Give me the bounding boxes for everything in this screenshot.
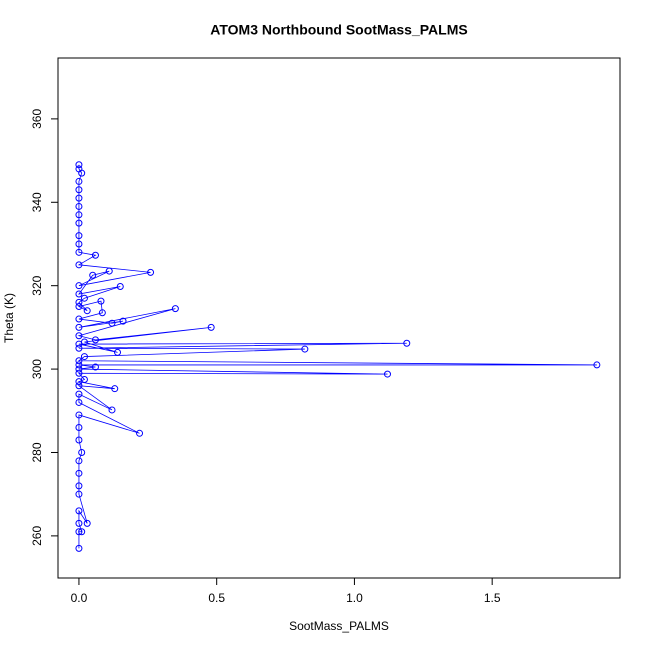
point — [83, 307, 91, 315]
point — [75, 457, 83, 465]
point — [75, 344, 83, 352]
point — [75, 423, 83, 431]
point — [119, 317, 127, 325]
point — [75, 528, 83, 536]
point — [75, 411, 83, 419]
point — [75, 398, 83, 406]
point — [75, 357, 83, 365]
point — [75, 332, 83, 340]
point — [78, 448, 86, 456]
point — [75, 261, 83, 269]
point — [403, 339, 411, 347]
point — [136, 429, 144, 437]
chart-title: ATOM3 Northbound SootMass_PALMS — [210, 22, 467, 38]
series-line — [77, 164, 597, 549]
point — [75, 390, 83, 398]
point — [91, 363, 99, 371]
point — [80, 294, 88, 302]
point — [108, 406, 116, 414]
point — [75, 436, 83, 444]
point — [105, 267, 113, 275]
point — [171, 305, 179, 313]
y-axis-label: Theta (K) — [2, 293, 16, 343]
y-tick-label: 340 — [30, 192, 44, 212]
x-tick-label: 1.5 — [484, 591, 501, 605]
point — [75, 202, 83, 210]
point — [97, 297, 105, 305]
point — [75, 240, 83, 248]
point — [108, 319, 116, 327]
y-tick-label: 360 — [30, 109, 44, 129]
point — [75, 323, 83, 331]
point — [75, 544, 83, 552]
point — [111, 385, 119, 393]
point — [80, 338, 88, 346]
point — [75, 219, 83, 227]
point — [116, 283, 124, 291]
point — [75, 248, 83, 256]
point — [383, 370, 391, 378]
x-tick-label: 0.0 — [71, 591, 88, 605]
x-axis-label: SootMass_PALMS — [289, 619, 389, 633]
point — [75, 469, 83, 477]
plot-frame — [57, 57, 621, 579]
point — [91, 336, 99, 344]
point — [593, 361, 601, 369]
point — [80, 353, 88, 361]
point — [89, 271, 97, 279]
point — [75, 232, 83, 240]
point — [78, 528, 86, 536]
point — [75, 211, 83, 219]
point — [75, 177, 83, 185]
point — [75, 298, 83, 306]
point — [75, 382, 83, 390]
x-tick-label: 1.0 — [346, 591, 363, 605]
point — [75, 369, 83, 377]
point — [80, 376, 88, 384]
point — [75, 282, 83, 290]
y-tick-label: 260 — [30, 526, 44, 546]
point — [75, 490, 83, 498]
point — [83, 519, 91, 527]
point — [75, 161, 83, 169]
point — [75, 303, 83, 311]
point — [75, 290, 83, 298]
y-tick-label: 320 — [30, 275, 44, 295]
point — [301, 345, 309, 353]
point — [75, 361, 83, 369]
point — [75, 519, 83, 527]
point — [75, 482, 83, 490]
point — [75, 365, 83, 373]
point — [75, 165, 83, 173]
point — [147, 268, 155, 276]
point — [98, 309, 106, 317]
point — [91, 251, 99, 259]
y-tick-label: 300 — [30, 359, 44, 379]
point — [75, 507, 83, 515]
point — [75, 186, 83, 194]
point — [114, 348, 122, 356]
point — [75, 315, 83, 323]
point — [207, 323, 215, 331]
point — [75, 194, 83, 202]
x-tick-label: 0.5 — [208, 591, 225, 605]
y-tick-label: 280 — [30, 442, 44, 462]
